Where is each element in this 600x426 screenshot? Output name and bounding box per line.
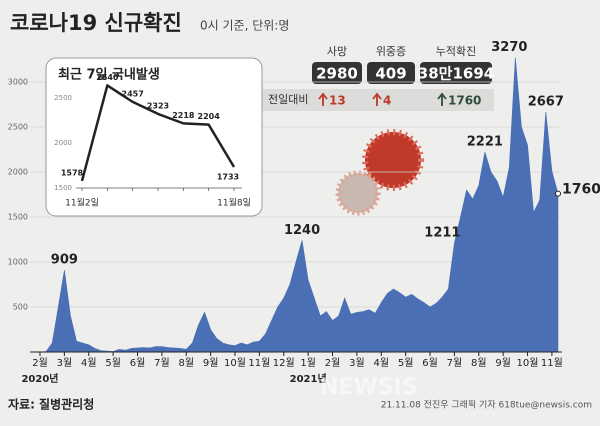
y-tick-label: 2000 — [8, 168, 28, 177]
year-label: 2021년 — [290, 372, 327, 385]
inset-value-label: 2640 — [96, 73, 119, 82]
inset-x-tick-label: 11월2일 — [65, 197, 99, 209]
y-tick-label: 1000 — [8, 258, 28, 267]
inset-y-tick-label: 2500 — [54, 94, 72, 102]
inset-value-label: 2457 — [122, 89, 144, 98]
inset-value-label: 1578 — [61, 168, 84, 177]
inset-value-label: 2218 — [172, 111, 195, 120]
inset-chart: 최근 7일 국내발생 1500 2000 2500 11월2일 11월8일 1578 264… — [45, 57, 263, 217]
virus — [362, 129, 424, 191]
inset-value-label: 2323 — [147, 101, 169, 110]
x-tick-label: 5월 — [105, 357, 121, 369]
inset-line — [80, 84, 236, 182]
inset-y-tick-label: 1500 — [54, 184, 72, 192]
x-tick-label: 6월 — [422, 357, 438, 369]
y-tick-label: 3000 — [8, 78, 28, 87]
x-tick-label: 2월 — [32, 357, 48, 369]
stat-total: 409 — [375, 65, 406, 83]
up-arrow — [372, 92, 382, 106]
end-dot — [555, 190, 561, 197]
x-tick-label: 5월 — [398, 357, 414, 369]
year-label: 2020년 — [21, 372, 58, 385]
x-tick-label: 11월 — [248, 357, 270, 369]
x-tick-label: 9월 — [495, 357, 511, 369]
stat-box — [420, 62, 492, 84]
virus — [335, 170, 381, 216]
credit: 21.11.08 전진우 그래픽 기자 618tue@newsis.com — [381, 400, 592, 411]
up-arrow — [437, 92, 447, 106]
stat-change: 4 — [383, 94, 391, 108]
annotation: 909 — [51, 253, 78, 268]
x-tick-label: 3월 — [349, 357, 365, 369]
up-arrow — [318, 92, 328, 106]
stats-panel: 전일대비 사망 2980 13 위중증 409 4 누적확진 38만1694 1760 — [262, 45, 494, 111]
x-tick-label: 6월 — [130, 357, 146, 369]
annotation: 2667 — [528, 94, 564, 109]
main-chart: 500 1000 1500 2000 2500 3000 2월 2020년 3월 4월 5월 6월 7월… — [8, 40, 600, 385]
x-tick-label: 11월 — [541, 357, 563, 369]
stat-total: 38만1694 — [418, 65, 494, 83]
x-tick-label: 10월 — [224, 357, 246, 369]
annotation: 1211 — [424, 226, 460, 241]
inset-title: 최근 7일 국내발생 — [58, 67, 160, 83]
annotation: 1240 — [284, 223, 320, 238]
inset-x-tick-label: 11월8일 — [217, 197, 251, 209]
stat-change: 1760 — [448, 94, 481, 108]
x-tick-label: 4월 — [81, 357, 97, 369]
area — [39, 57, 559, 353]
x-tick-label: 8월 — [178, 357, 194, 369]
x-tick-label: 8월 — [471, 357, 487, 369]
inset-y-tick-label: 2000 — [54, 139, 72, 147]
virus-illustration — [335, 129, 424, 216]
x-tick-label: 1월 — [300, 357, 316, 369]
x-tick-label: 2월 — [325, 357, 341, 369]
inset-value-label: 1733 — [217, 173, 239, 182]
x-tick-label: 10월 — [517, 357, 539, 369]
x-tick-label: 12월 — [273, 357, 295, 369]
stat-box — [367, 62, 415, 84]
stat-label: 누적확진 — [436, 45, 476, 58]
annotation: 3270 — [491, 40, 527, 55]
stat-total: 2980 — [316, 65, 358, 83]
change-row-bg — [262, 89, 494, 111]
inset-box — [45, 57, 263, 217]
stat-label: 위중증 — [376, 45, 406, 58]
x-tick-label: 3월 — [57, 357, 73, 369]
stat-box — [312, 62, 362, 84]
title: 코로나19 신규확진 — [10, 11, 182, 35]
stat-change: 13 — [329, 94, 346, 108]
annotation: 1760 — [562, 182, 600, 198]
x-tick-label: 7월 — [447, 357, 463, 369]
subtitle: 0시 기준, 단위:명 — [200, 19, 289, 33]
watermark: NEWSIS — [320, 375, 418, 400]
row-label: 전일대비 — [268, 92, 308, 106]
y-tick-label: 1500 — [8, 213, 28, 222]
inset-value-label: 2204 — [198, 112, 221, 121]
x-tick-label: 4월 — [373, 357, 389, 369]
x-tick-label: 9월 — [203, 357, 219, 369]
x-tick-label: 7월 — [154, 357, 170, 369]
stat-label: 사망 — [327, 45, 347, 58]
y-tick-label: 2500 — [8, 123, 28, 132]
source: 자료: 질병관리청 — [8, 397, 94, 412]
annotation: 2221 — [467, 135, 503, 150]
y-tick-label: 500 — [13, 303, 28, 312]
